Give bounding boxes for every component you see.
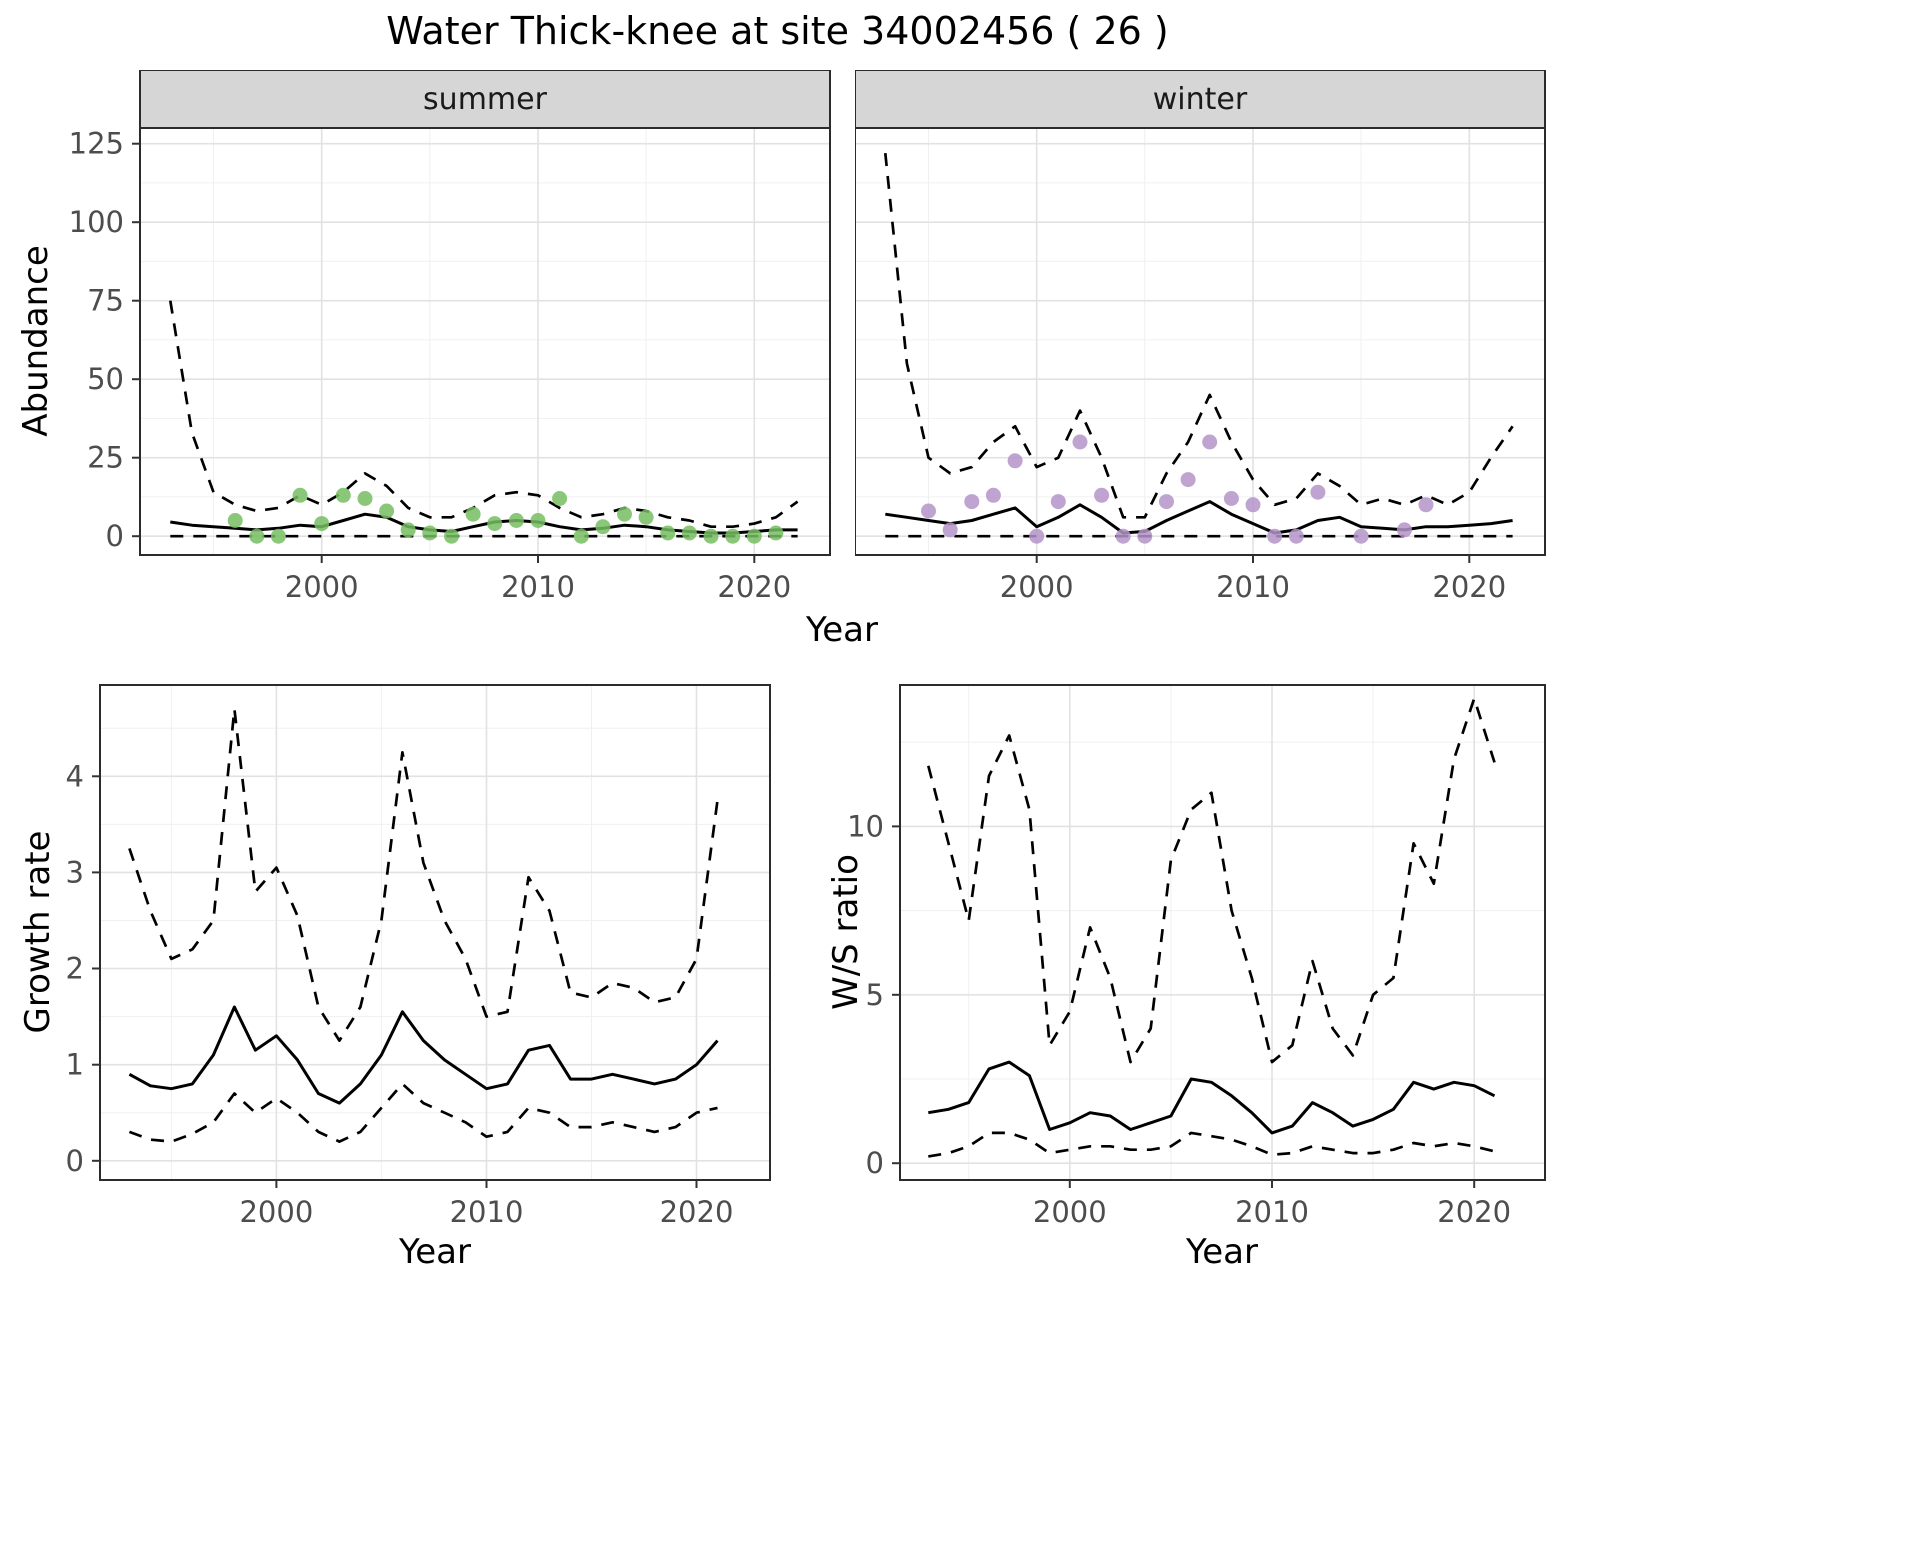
svg-text:2020: 2020 (717, 570, 791, 604)
svg-text:2010: 2010 (501, 570, 575, 604)
svg-text:100: 100 (69, 205, 124, 239)
ws-ratio-x-axis-label: Year (1186, 1232, 1258, 1272)
svg-text:5: 5 (866, 978, 884, 1012)
svg-text:0: 0 (866, 1146, 884, 1180)
svg-text:75: 75 (87, 284, 124, 318)
svg-text:2020: 2020 (1437, 1195, 1511, 1229)
svg-text:2010: 2010 (1235, 1195, 1309, 1229)
svg-text:0: 0 (106, 519, 124, 553)
figure-title: Water Thick-knee at site 34002456 ( 26 ) (386, 9, 1169, 53)
svg-text:2000: 2000 (239, 1195, 313, 1229)
svg-text:2020: 2020 (1432, 570, 1506, 604)
svg-text:2020: 2020 (660, 1195, 734, 1229)
svg-text:2000: 2000 (285, 570, 359, 604)
svg-text:10: 10 (847, 809, 884, 843)
svg-text:50: 50 (87, 362, 124, 396)
svg-text:2010: 2010 (450, 1195, 524, 1229)
svg-text:2010: 2010 (1216, 570, 1290, 604)
abundance-winter-panel: winter 2000 2010 2020 (855, 70, 1546, 604)
svg-text:2000: 2000 (1033, 1195, 1107, 1229)
svg-text:125: 125 (69, 127, 124, 161)
abundance-x-axis-label: Year (806, 610, 878, 650)
growth-rate-panel: 2000 2010 2020 0 1 2 3 4 (66, 684, 771, 1229)
svg-text:summer: summer (423, 82, 548, 117)
svg-text:25: 25 (87, 441, 124, 475)
svg-text:2000: 2000 (1000, 570, 1074, 604)
svg-text:2: 2 (66, 952, 84, 986)
svg-text:0: 0 (66, 1144, 84, 1178)
svg-text:3: 3 (66, 855, 84, 889)
abundance-summer-panel: summer 2000 2010 2020 0 25 50 75 100 125 (69, 70, 831, 604)
ws-ratio-panel: 2000 2010 2020 0 5 10 (847, 684, 1546, 1229)
svg-text:winter: winter (1153, 82, 1248, 117)
growth-rate-x-axis-label: Year (399, 1232, 471, 1272)
svg-text:4: 4 (66, 759, 84, 793)
svg-text:1: 1 (66, 1048, 84, 1082)
